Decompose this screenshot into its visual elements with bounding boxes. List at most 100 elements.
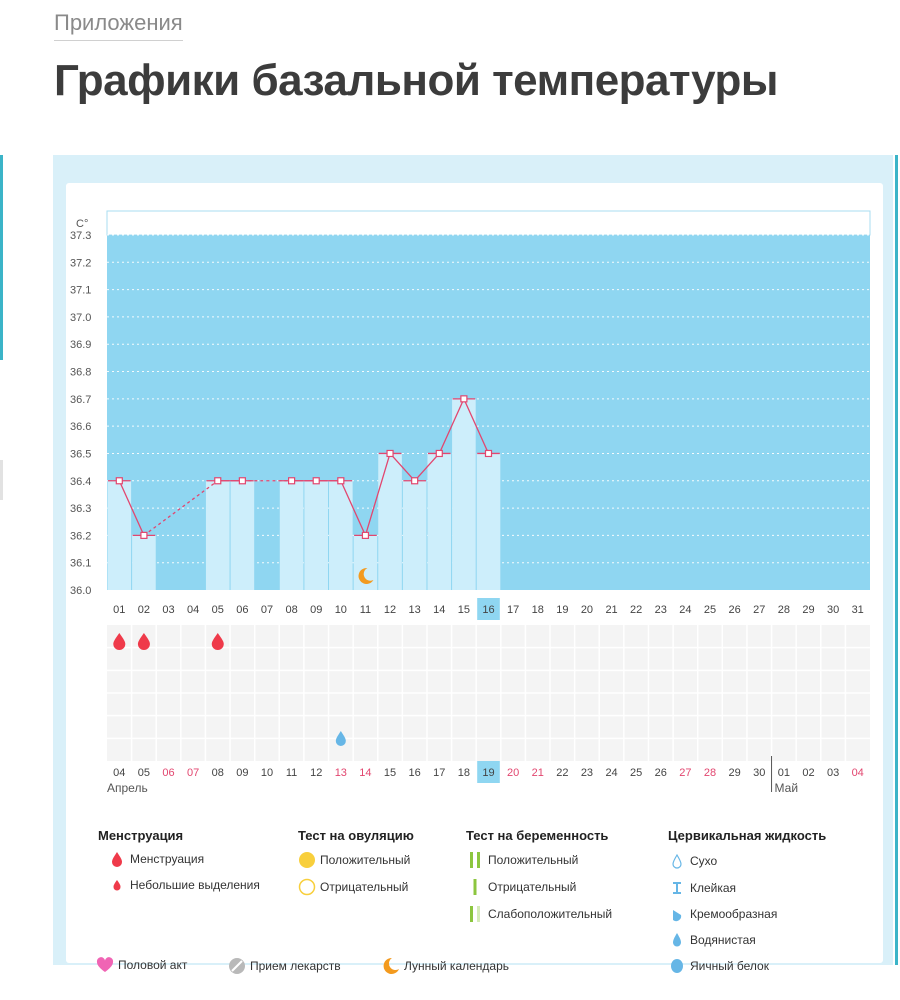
cycle-day-label: 15: [458, 604, 470, 616]
cycle-day-label: 13: [409, 604, 421, 616]
blue-drop-icon: [664, 932, 690, 948]
date-label: 21: [532, 767, 544, 779]
date-label: 28: [704, 767, 716, 779]
left-edge-tab: [0, 460, 3, 500]
cycle-day-label: 18: [532, 604, 544, 616]
temperature-point: [287, 477, 296, 485]
cycle-day-label: 14: [433, 604, 445, 616]
date-label: 03: [827, 767, 839, 779]
temperature-point: [484, 449, 493, 458]
temperature-point: [361, 531, 370, 539]
empty-circle-icon: [294, 878, 320, 896]
current-date-highlight: [477, 761, 500, 783]
y-tick-label: 36.5: [70, 448, 91, 460]
temperature-bar: [329, 480, 353, 590]
y-tick-label: 37.1: [70, 285, 91, 297]
cycle-day-label: 06: [236, 604, 248, 616]
yellow-circle-icon: [294, 851, 320, 869]
date-label: 24: [605, 767, 617, 779]
date-label: 30: [753, 767, 765, 779]
double-bar-icon: [462, 851, 488, 869]
pill-icon: [224, 957, 250, 975]
date-label: 09: [236, 767, 248, 779]
faint-double-bar-icon: [462, 905, 488, 923]
moon-icon: [358, 567, 374, 584]
legend-item-fluid-sticky: Клейкая: [664, 880, 736, 896]
date-label: 27: [679, 767, 691, 779]
cycle-day-label: 22: [630, 604, 642, 616]
date-label: 13: [335, 767, 347, 779]
date-label: 15: [384, 767, 396, 779]
date-label: 11: [286, 767, 297, 779]
y-axis-unit: C°: [76, 218, 88, 230]
watery-fluid-icon: [335, 731, 346, 746]
temperature-bar: [378, 453, 402, 590]
temperature-bar: [279, 480, 304, 590]
single-bar-icon: [462, 878, 488, 896]
temperature-point: [337, 477, 345, 485]
bbt-chart: C° 36.0 36.1 36.2 36.3 36.4 36.5 36.6 36.7 36.8 36…: [70, 210, 871, 795]
small-drop-icon: [104, 879, 130, 891]
cycle-day-label: 11: [360, 604, 371, 616]
temperature-point: [115, 477, 123, 485]
breadcrumb[interactable]: Приложения: [54, 10, 183, 41]
date-label: 17: [433, 767, 445, 779]
right-edge-strip: [895, 155, 898, 965]
cycle-day-label: 07: [261, 604, 273, 616]
drop-icon: [104, 851, 130, 867]
temperature-point: [386, 449, 394, 458]
temperature-point: [460, 395, 468, 403]
half-drop-icon: [664, 906, 690, 922]
cycle-day-label: 03: [162, 604, 174, 616]
cycle-day-label: 12: [384, 604, 396, 616]
legend-item-fluid-creamy: Кремообразная: [664, 906, 777, 922]
cycle-day-label: 21: [605, 604, 617, 616]
cycle-day-label: 28: [778, 604, 790, 616]
temperature-point: [214, 477, 222, 485]
date-label: 04: [852, 767, 864, 779]
temperature-bar: [132, 535, 156, 590]
date-label: 19: [482, 767, 494, 779]
month-label-start: Апрель: [107, 781, 148, 795]
date-label: 16: [409, 767, 421, 779]
temperature-point: [411, 477, 419, 485]
temperature-bar: [230, 480, 255, 590]
empty-drop-icon: [664, 853, 690, 869]
date-label: 18: [458, 767, 470, 779]
legend-item-moon: Лунный календарь: [378, 957, 509, 975]
date-label: 23: [581, 767, 593, 779]
y-tick-label: 36.2: [70, 530, 91, 542]
y-tick-label: 37.3: [70, 230, 91, 242]
legend-title-cervical: Цервикальная жидкость: [668, 828, 827, 843]
temperature-bar: [476, 453, 501, 590]
temperature-bar: [304, 480, 329, 590]
plot-header-strip: [106, 210, 871, 236]
hourglass-icon: [664, 880, 690, 896]
cycle-day-label: 30: [827, 604, 839, 616]
temperature-bar: [402, 480, 427, 590]
y-tick-label: 36.0: [70, 585, 91, 597]
date-label: 01: [778, 767, 790, 779]
y-tick-label: 37.2: [70, 257, 91, 269]
date-label: 29: [729, 767, 741, 779]
cycle-day-label: 10: [335, 604, 347, 616]
legend-item-menstruation: Менструация: [104, 851, 204, 867]
legend-title-ovulation: Тест на овуляцию: [298, 828, 414, 843]
date-label: 06: [162, 767, 174, 779]
legend-item-pregnancy-weak: Слабоположительный: [462, 905, 612, 923]
temperature-point: [140, 531, 148, 539]
cycle-day-label: 04: [187, 604, 199, 616]
legend-item-fluid-egg-white: Яичный белок: [664, 958, 769, 974]
cycle-day-label: 26: [729, 604, 741, 616]
menstruation-drop-icon: [211, 633, 224, 650]
y-tick-label: 36.7: [70, 394, 91, 406]
legend-item-pregnancy-positive: Положительный: [462, 851, 578, 869]
cycle-day-label: 27: [753, 604, 765, 616]
date-label: 22: [556, 767, 568, 779]
left-edge-strip: [0, 155, 3, 360]
y-tick-label: 36.6: [70, 421, 91, 433]
date-label: 05: [138, 767, 150, 779]
cycle-day-label: 08: [285, 604, 297, 616]
blue-circle-icon: [664, 958, 690, 974]
temperature-bar: [427, 453, 452, 590]
